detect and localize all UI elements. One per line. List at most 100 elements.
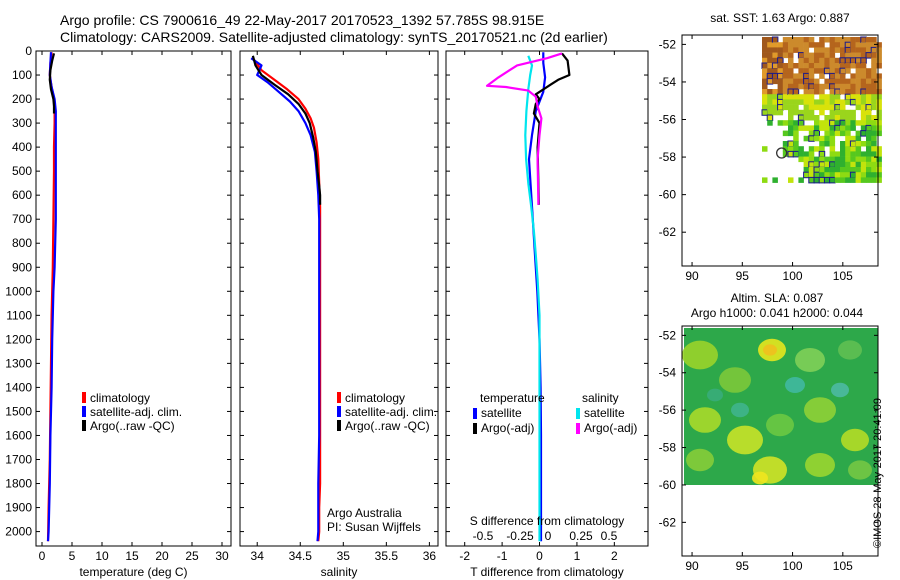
sst-cell xyxy=(819,104,825,111)
sst-cell xyxy=(824,94,830,100)
sst-cell xyxy=(767,47,773,53)
sst-cell xyxy=(798,42,804,48)
diff-legend-label: satellite xyxy=(481,406,522,420)
sst-cell xyxy=(824,125,830,131)
sst-cell xyxy=(850,120,856,126)
sst-cell xyxy=(793,42,799,48)
sst-cell xyxy=(866,146,872,152)
sst-cell xyxy=(850,94,856,100)
sst-cell xyxy=(850,177,856,183)
sst-cell xyxy=(782,73,789,79)
sst-cell xyxy=(772,89,778,95)
sst-cell xyxy=(866,37,872,43)
sst-cell xyxy=(782,99,789,105)
salinity-frame xyxy=(239,50,439,547)
diff-legend-title: salinity xyxy=(582,391,619,405)
sla_map-frame xyxy=(681,325,879,557)
sst-cell xyxy=(850,151,856,157)
sst_map-xtick-label: 100 xyxy=(783,269,803,283)
sst-cell xyxy=(808,151,815,157)
sst-cell xyxy=(814,42,820,48)
sst-cell xyxy=(819,89,825,95)
sst-cell xyxy=(860,161,867,168)
sst-cell xyxy=(871,94,877,100)
sla_map-ytick-label: -60 xyxy=(659,478,677,492)
sst-cell xyxy=(762,104,768,111)
sst-cell xyxy=(855,104,862,111)
sst-cell xyxy=(876,94,882,100)
argo-position-marker xyxy=(776,147,788,159)
sst_map-ytick-label: -56 xyxy=(659,113,677,127)
sla-anomaly-patch xyxy=(795,348,825,372)
sst-cell xyxy=(866,78,872,85)
sst-cell xyxy=(840,89,846,95)
sst-cell xyxy=(788,68,794,74)
sst-cell xyxy=(824,47,830,53)
depth-tick-label: 200 xyxy=(12,92,32,106)
sst-cell xyxy=(762,146,768,152)
sst-cell xyxy=(829,156,836,163)
sst-cell xyxy=(798,37,804,43)
sst-cell xyxy=(787,88,794,95)
sst-cell xyxy=(876,52,882,59)
sst-cell xyxy=(866,141,872,147)
sst-cell xyxy=(829,89,836,95)
sst-cell xyxy=(793,135,799,142)
sst-cell xyxy=(803,63,810,69)
sst-cell xyxy=(829,83,836,90)
sst-cell xyxy=(855,63,862,69)
sst-cell xyxy=(860,130,867,137)
sla-anomaly-patch xyxy=(785,377,805,393)
sst-cell xyxy=(798,109,804,116)
sst-cell xyxy=(860,151,867,157)
sst-cell xyxy=(767,99,773,105)
depth-tick-label: 1200 xyxy=(5,332,32,346)
salinity-xtick-label: 34.5 xyxy=(289,549,313,563)
sst-cell xyxy=(829,161,836,168)
sst-cell xyxy=(808,176,815,184)
sst-cell xyxy=(850,161,856,168)
sst-cell xyxy=(793,37,799,43)
sst-cell xyxy=(798,151,804,157)
salinity-legend-swatch xyxy=(337,406,341,417)
sst-cell xyxy=(876,104,882,111)
sst-cell xyxy=(855,167,862,173)
sst-cell xyxy=(782,130,789,137)
sst-cell xyxy=(777,52,784,59)
sst-cell xyxy=(814,120,820,126)
sst-cell xyxy=(845,130,851,137)
sst-cell xyxy=(845,63,851,69)
sst-cell xyxy=(798,177,804,183)
sst-cell xyxy=(850,125,856,131)
temperature-legend-label: Argo(..raw -QC) xyxy=(90,419,175,433)
sst-cell xyxy=(767,109,773,116)
sst-cell xyxy=(855,68,862,74)
sst-cell xyxy=(871,83,877,90)
sst-cell xyxy=(803,161,810,168)
sst-cell xyxy=(767,52,773,59)
annotation-line: PI: Susan Wijffels xyxy=(327,520,421,534)
sst-cell xyxy=(772,42,778,48)
sst-cell xyxy=(762,99,768,105)
sst-cell xyxy=(829,72,836,80)
sst-title: sat. SST: 1.63 Argo: 0.887 xyxy=(710,11,850,25)
sst-cell xyxy=(793,99,799,105)
sst-cell xyxy=(803,72,810,80)
temperature-xlabel: temperature (deg C) xyxy=(79,565,187,579)
sst-cell xyxy=(860,57,867,64)
sst-cell xyxy=(860,73,867,79)
sst-cell xyxy=(834,167,841,173)
sla-title-line2: Argo h1000: 0.041 h2000: 0.044 xyxy=(691,306,863,320)
sst-cell xyxy=(771,62,779,69)
depth-tick-label: 800 xyxy=(12,236,32,250)
sst-cell xyxy=(819,120,825,126)
sst-cell xyxy=(814,125,820,131)
sla-anomaly-patch xyxy=(682,340,718,370)
sla_map-ytick-label: -54 xyxy=(659,366,677,380)
temperature-xtick-label: 15 xyxy=(125,549,139,563)
sst-cell xyxy=(782,47,789,53)
sst-cell xyxy=(797,52,805,59)
sla_map-xtick-label: 105 xyxy=(833,559,853,573)
sst-cell xyxy=(840,177,846,183)
sst-cell xyxy=(808,135,815,142)
